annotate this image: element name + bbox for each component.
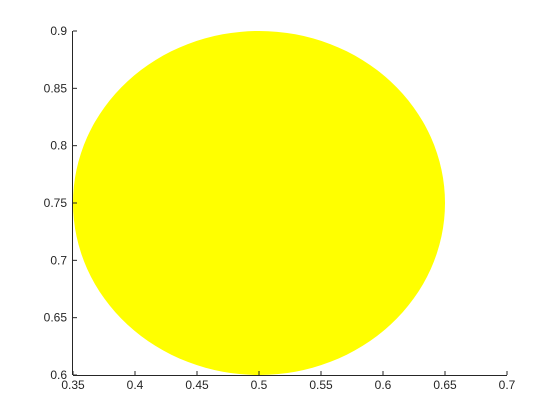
y-tick-label: 0.8 [50,139,67,153]
y-tick-label: 0.85 [44,81,68,95]
x-tick-label: 0.45 [185,378,209,392]
shapes-layer [73,31,445,375]
x-tick-label: 0.5 [251,378,268,392]
yellow-disc-0 [73,31,445,375]
y-tick-label: 0.75 [44,196,68,210]
x-ticks: 0.35 0.4 0.45 0.5 0.55 0.6 0.65 0.7 [61,371,516,392]
y-tick-label: 0.9 [50,24,67,38]
y-tick-label: 0.6 [50,368,67,382]
y-tick-label: 0.7 [50,253,67,267]
x-tick-label: 0.6 [375,378,392,392]
axes [72,31,507,376]
x-tick-label: 0.65 [433,378,457,392]
x-tick-label: 0.35 [61,378,85,392]
x-tick-label: 0.7 [499,378,516,392]
x-tick-label: 0.55 [309,378,333,392]
y-tick-label: 0.65 [44,311,68,325]
x-tick-label: 0.4 [127,378,144,392]
y-ticks: 0.6 0.65 0.7 0.75 0.8 0.85 0.9 [44,24,77,382]
